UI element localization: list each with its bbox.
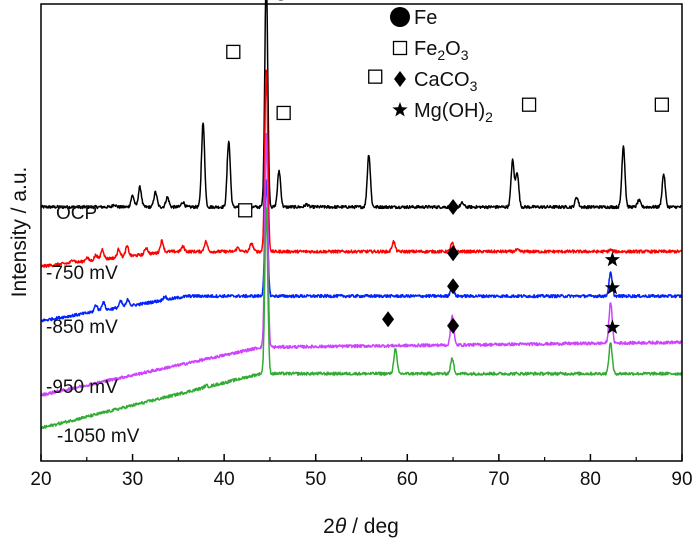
series-line-ocp [40, 0, 683, 210]
x-tick-label: 90 [671, 469, 692, 490]
x-axis-label: 2θ / deg [323, 515, 399, 538]
plot-frame [40, 3, 683, 462]
x-tick-label: 60 [397, 469, 418, 490]
x-tick-label: 30 [122, 469, 143, 490]
series-line-1050-mv [40, 207, 683, 430]
x-tick-label: 20 [30, 469, 51, 490]
legend: Fe Fe2O3 CaCO3 Mg(OH)2 [390, 7, 493, 125]
x-axis-label-theta: θ [335, 515, 347, 538]
x-tick-label: 50 [305, 469, 326, 490]
series-label-950-mv: -950 mV [46, 377, 118, 398]
series-label-850-mv: -850 mV [46, 317, 118, 338]
series-label-750-mv: -750 mV [46, 263, 118, 284]
x-tick-label: 70 [488, 469, 509, 490]
filled-diamond-marker [447, 278, 460, 295]
legend-label: Fe2O3 [414, 38, 469, 63]
star-marker [604, 279, 620, 295]
legend-marker-filled-diamond [394, 71, 406, 87]
open-square-marker [521, 97, 537, 112]
legend-marker-open-square [392, 40, 408, 56]
star-marker [604, 251, 620, 267]
open-square-marker [226, 44, 241, 60]
series-line-950-mv [40, 132, 683, 397]
x-axis-label-suffix: / deg [346, 515, 399, 538]
series-label-ocp: OCP [56, 203, 97, 224]
peak-markers [226, 0, 670, 334]
filled-diamond-marker [382, 311, 395, 328]
series-line-850-mv [40, 179, 683, 323]
series-traces [40, 0, 683, 430]
y-axis-label: Intensity / a.u. [8, 167, 31, 298]
open-square-marker [238, 203, 253, 218]
series-label-1050-mv: -1050 mV [57, 426, 140, 447]
x-tick-label: 80 [580, 469, 601, 490]
open-square-marker [654, 97, 670, 112]
filled-diamond-marker [447, 317, 460, 334]
legend-marker-star [392, 102, 408, 117]
x-tick-label: 40 [214, 469, 235, 490]
filled-diamond-marker [447, 245, 460, 262]
open-square-marker [368, 69, 383, 84]
legend-label: Mg(OH)2 [414, 100, 493, 125]
x-axis-label-prefix: 2 [323, 515, 335, 538]
star-marker [604, 319, 620, 334]
open-square-marker [276, 105, 291, 121]
series-labels: OCP -750 mV -850 mV -950 mV -1050 mV [46, 203, 140, 447]
legend-label: Fe [414, 7, 437, 29]
legend-label: CaCO3 [414, 69, 478, 94]
filled-diamond-marker [447, 199, 460, 215]
x-axis-ticks: 20 30 40 50 60 70 80 90 [30, 454, 693, 490]
series-line-750-mv [40, 69, 683, 268]
legend-marker-filled-circle [390, 7, 410, 27]
filled-circle-marker [278, 0, 284, 1]
